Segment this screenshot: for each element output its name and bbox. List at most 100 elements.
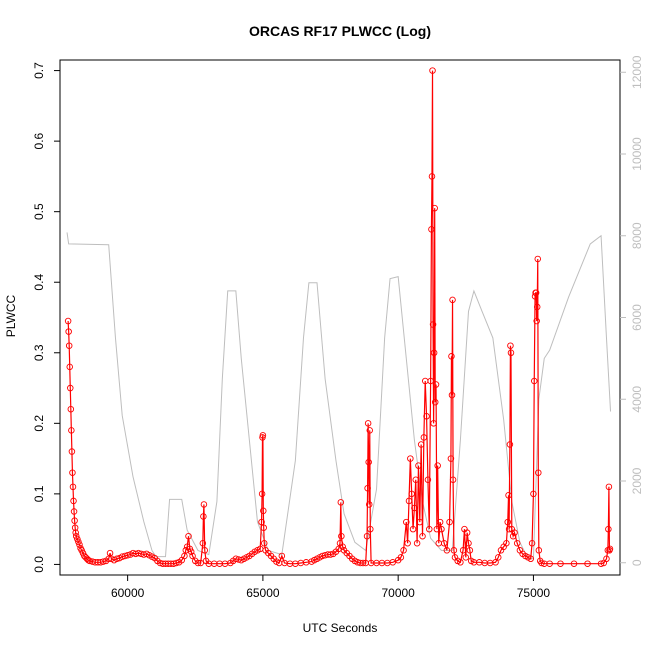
plwcc-point xyxy=(424,476,432,484)
plwcc-point xyxy=(67,384,74,392)
plwcc-point xyxy=(605,483,613,491)
plwcc-point xyxy=(189,552,196,560)
plwcc-point xyxy=(534,255,542,263)
plwcc-point xyxy=(411,504,418,512)
plwcc-point xyxy=(535,547,543,554)
plwcc-point xyxy=(465,540,472,547)
plwcc-point xyxy=(327,551,334,558)
plwcc-point xyxy=(366,427,374,434)
plwcc-point xyxy=(339,543,346,551)
series-plwcc xyxy=(64,67,614,567)
plwcc-point xyxy=(449,476,457,484)
x-tick-label: 65000 xyxy=(246,586,280,600)
plwcc-point xyxy=(443,547,451,554)
plwcc-point xyxy=(431,398,439,406)
plwcc-point xyxy=(557,560,564,567)
plwcc-point xyxy=(65,328,72,335)
x-tick-label: 60000 xyxy=(111,586,145,600)
plwcc-point xyxy=(420,434,428,441)
plwcc-point xyxy=(69,469,76,476)
plwcc-point xyxy=(533,317,540,325)
plwcc-point xyxy=(459,547,467,554)
plwcc-point xyxy=(71,517,78,524)
plwcc-point xyxy=(409,525,417,533)
chart-title: ORCAS RF17 PLWCC (Log) xyxy=(249,23,431,39)
plwcc-point xyxy=(70,497,77,505)
plwcc-point xyxy=(72,532,80,540)
plwcc-point xyxy=(462,554,470,561)
y2-tick-label: 6000 xyxy=(630,304,644,331)
plwcc-point xyxy=(466,547,474,554)
plwcc-point xyxy=(75,538,82,546)
y-axis-right: 0 2000 4000 6000 8000 10000 12000 xyxy=(620,55,644,566)
plwcc-point xyxy=(513,540,521,547)
plwcc-point xyxy=(72,529,79,536)
plwcc-point xyxy=(419,532,426,540)
plwcc-point xyxy=(201,547,208,554)
plwcc-point xyxy=(364,420,372,427)
plwcc-point xyxy=(413,540,421,547)
plwcc-point xyxy=(365,501,373,508)
plwcc-point xyxy=(173,559,180,567)
plwcc-point xyxy=(530,377,538,385)
plwcc-point xyxy=(412,476,419,484)
plwcc-point xyxy=(260,507,267,515)
plwcc-point xyxy=(509,532,517,540)
plwcc-point xyxy=(432,381,440,388)
plwcc-point xyxy=(446,518,453,526)
plwcc-point xyxy=(429,321,437,328)
plwcc-point xyxy=(492,559,499,566)
plwcc-point xyxy=(440,540,448,547)
plwcc-point xyxy=(533,303,541,311)
plwcc-point xyxy=(495,554,502,561)
y-tick-label: 0.2 xyxy=(32,415,46,432)
plwcc-point xyxy=(415,462,422,469)
plwcc-point xyxy=(531,293,539,300)
plwcc-point xyxy=(433,525,441,533)
y2-tick-label: 4000 xyxy=(630,386,644,413)
plwcc-point xyxy=(423,413,430,420)
plwcc-point xyxy=(65,342,73,349)
plwcc-point xyxy=(76,541,83,548)
x-tick-label: 70000 xyxy=(381,586,415,600)
plwcc-point xyxy=(68,427,75,434)
plwcc-point xyxy=(605,525,612,533)
plwcc-point xyxy=(428,226,435,233)
plwcc-point xyxy=(74,535,81,543)
plwcc-point xyxy=(397,554,405,561)
plwcc-point xyxy=(505,492,512,499)
plwcc-point xyxy=(194,559,202,567)
plwcc-point xyxy=(448,353,455,360)
plwcc-point xyxy=(463,529,471,536)
plwcc-point xyxy=(535,469,542,476)
plwcc-point xyxy=(504,518,511,526)
y2-tick-label: 12000 xyxy=(630,55,644,89)
plwcc-point xyxy=(187,548,195,555)
plwcc-point xyxy=(416,518,424,526)
y-tick-label: 0.4 xyxy=(32,274,46,291)
plwcc-point xyxy=(430,420,437,427)
plwcc-point xyxy=(67,405,75,413)
plwcc-point xyxy=(427,377,434,385)
plwcc-point xyxy=(507,342,514,349)
plwcc-point xyxy=(64,317,72,325)
plwcc-point xyxy=(507,349,515,357)
plwcc-point xyxy=(185,532,192,540)
plwcc-point xyxy=(363,532,371,540)
y-tick-label: 0.1 xyxy=(32,485,46,502)
plwcc-point xyxy=(338,532,345,540)
plwcc-point xyxy=(113,555,121,563)
y-axis-left: 0.0 0.1 0.2 0.3 0.4 0.5 0.6 0.7 xyxy=(32,62,60,573)
plwcc-point xyxy=(197,559,204,567)
plwcc-point xyxy=(428,173,436,180)
plwcc-point xyxy=(70,508,78,515)
plwcc-point xyxy=(124,551,131,559)
plwcc-point xyxy=(66,363,73,371)
plwcc-point xyxy=(408,490,415,498)
plwcc-point xyxy=(100,558,107,565)
plwcc-point xyxy=(584,560,591,567)
plwcc-point xyxy=(606,545,614,553)
plwcc-point xyxy=(400,547,407,554)
